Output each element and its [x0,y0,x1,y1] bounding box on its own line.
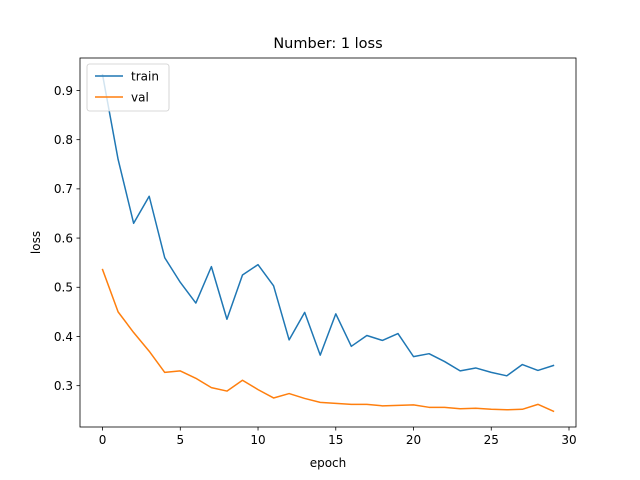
x-tick-label: 5 [176,433,184,447]
x-tick-label: 25 [484,433,499,447]
x-tick-label: 15 [328,433,343,447]
x-tick-label: 10 [250,433,265,447]
y-tick-label: 0.7 [54,182,73,196]
y-tick-label: 0.9 [54,84,73,98]
y-tick-label: 0.8 [54,133,73,147]
legend-label-train: train [131,69,159,83]
x-axis-label: epoch [310,456,347,470]
y-tick-label: 0.4 [54,330,73,344]
x-tick-label: 30 [561,433,576,447]
series-line-train [101,73,555,377]
legend: train val [86,63,170,112]
legend-label-val: val [131,90,149,104]
y-axis-label: loss [29,231,43,254]
x-tick-label: 0 [99,433,107,447]
y-tick-label: 0.5 [54,281,73,295]
plot-frame [79,57,577,428]
y-tick-label: 0.6 [54,231,73,245]
y-tick-label: 0.3 [54,379,73,393]
plot-area: 0 5 10 15 20 25 30 0.3 0.4 0.5 0.6 0.7 0.8 0.9 train va… [54,57,577,447]
series-line-val [101,268,555,413]
x-tick-label: 20 [406,433,421,447]
chart-title: Number: 1 loss [273,36,382,52]
